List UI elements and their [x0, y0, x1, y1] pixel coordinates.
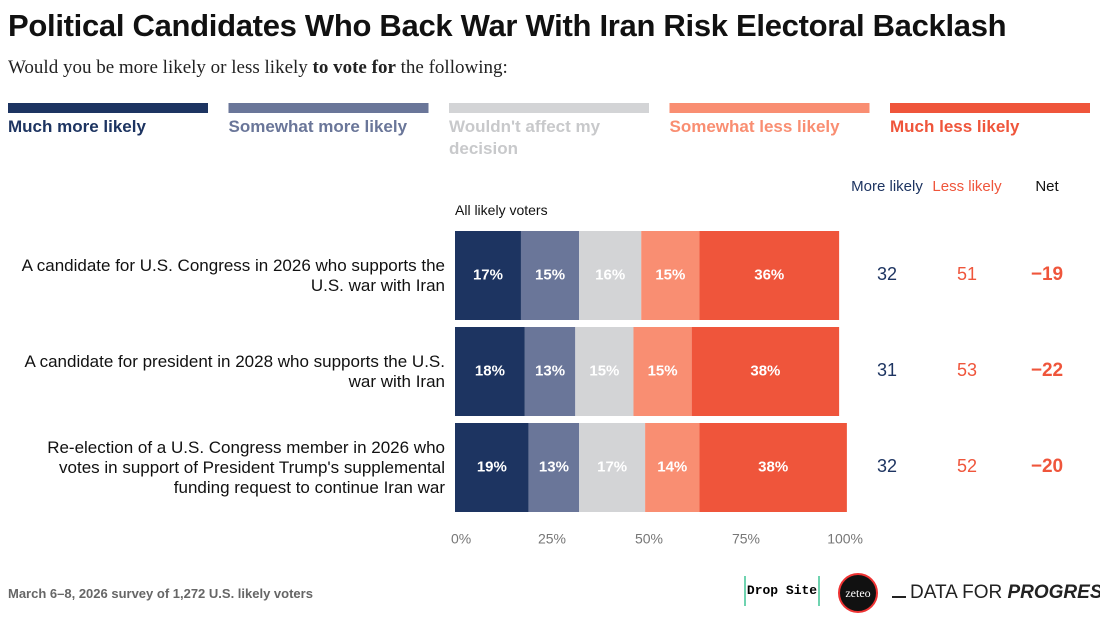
bar-value-label: 13%: [535, 362, 565, 379]
bar-value-label: 15%: [535, 266, 565, 283]
column-header: Less likely: [932, 178, 1002, 195]
column-value: −19: [1031, 264, 1063, 285]
bar-segment: [645, 423, 700, 512]
column-value: 51: [957, 264, 977, 284]
bar-value-label: 16%: [595, 266, 625, 283]
bar-segment: [455, 423, 529, 512]
x-tick-label: 0%: [451, 531, 471, 547]
bar-segment: [641, 231, 700, 320]
x-tick-label: 75%: [732, 531, 760, 547]
legend-label: Much more likely: [8, 117, 146, 136]
bar-segment: [455, 231, 521, 320]
bar-segment: [528, 423, 580, 512]
bar-value-label: 19%: [477, 458, 507, 475]
legend-swatch: [449, 103, 649, 113]
column-value: 31: [877, 360, 897, 380]
x-tick-label: 100%: [827, 531, 863, 547]
column-value: 52: [957, 456, 977, 476]
legend-label: Wouldn't affect my decision: [449, 117, 601, 158]
row-label: A candidate for U.S. Congress in 2026 wh…: [21, 255, 445, 295]
column-value: 32: [877, 264, 897, 284]
logo-text: DATA FOR: [910, 582, 1008, 603]
row-label: Re-election of a U.S. Congress member in…: [47, 437, 445, 497]
bar-value-label: 15%: [589, 362, 619, 379]
logo-zeteo: zeteo: [838, 573, 878, 613]
bar-value-label: 15%: [648, 362, 678, 379]
subtitle: Would you be more likely or less likely …: [8, 57, 508, 79]
column-value: −20: [1031, 456, 1063, 477]
column-value: −22: [1031, 360, 1063, 381]
bar-segment: [575, 327, 634, 416]
bar-segment: [524, 327, 576, 416]
bar-value-label: 15%: [655, 266, 685, 283]
bar-value-label: 36%: [754, 266, 784, 283]
legend-swatch: [669, 103, 870, 113]
bar-value-label: 17%: [597, 458, 627, 475]
x-tick-label: 50%: [635, 531, 663, 547]
legend-swatch: [8, 103, 208, 113]
bar-segment: [699, 231, 840, 320]
bar-value-label: 38%: [758, 458, 788, 475]
column-value: 53: [957, 360, 977, 380]
column-header: More likely: [851, 178, 923, 195]
subtitle-bold: to vote for: [312, 57, 396, 78]
bar-value-label: 14%: [657, 458, 687, 475]
legend-label: Much less likely: [890, 117, 1020, 136]
column-value: 32: [877, 456, 897, 476]
column-header: Net: [1035, 178, 1059, 195]
legend-swatch: [228, 103, 429, 113]
logo-dfp: DATA FOR PROGRESS: [892, 582, 1100, 604]
subtitle-part: the following:: [395, 57, 508, 78]
subtitle-part: Would you be more likely or less likely: [8, 57, 313, 78]
source: March 6–8, 2026 survey of 1,272 U.S. lik…: [8, 586, 313, 601]
logo-dropsite: Drop Site: [744, 576, 820, 606]
bar-segment: [520, 231, 580, 320]
bar-segment: [579, 231, 642, 320]
chart-title: Political Candidates Who Back War With I…: [8, 8, 1007, 43]
legend-swatch: [890, 103, 1090, 113]
logo-icon: [892, 582, 906, 598]
legend-label: Somewhat more likely: [228, 117, 408, 136]
bar-segment: [633, 327, 692, 416]
legend-label: Somewhat less likely: [669, 117, 840, 136]
row-label: A candidate for president in 2028 who su…: [24, 351, 445, 391]
bar-value-label: 38%: [750, 362, 780, 379]
bar-segment: [691, 327, 840, 416]
bar-segment: [455, 327, 525, 416]
bar-value-label: 17%: [473, 266, 503, 283]
bar-segment: [579, 423, 646, 512]
group-label: All likely voters: [455, 202, 548, 218]
bar-segment: [699, 423, 847, 512]
x-tick-label: 25%: [538, 531, 566, 547]
bar-value-label: 18%: [475, 362, 505, 379]
bar-value-label: 13%: [539, 458, 569, 475]
logo-text-bold: PROGRESS: [1007, 582, 1100, 603]
